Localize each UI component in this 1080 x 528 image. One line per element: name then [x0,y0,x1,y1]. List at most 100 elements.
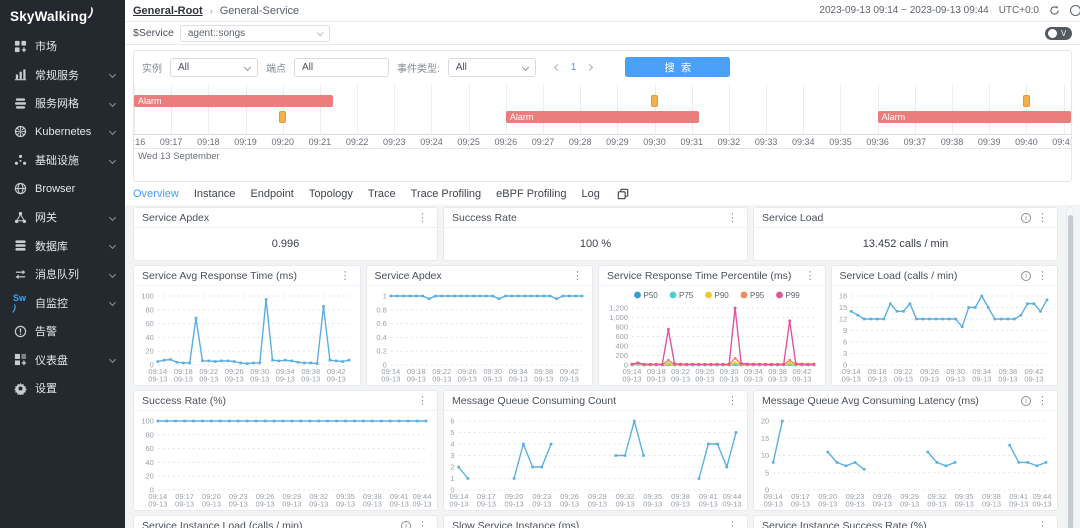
svg-text:600: 600 [615,332,628,341]
chart-canvas-service-apdex: 0 0.2 0.4 0.6 0.8 1 09:14 09-13 09:18 09-13 09:22 0… [369,287,591,384]
timeline-tick-label: 09:20 [271,137,294,147]
svg-text:40: 40 [145,458,153,467]
globe-icon [13,181,28,196]
tab-trace[interactable]: Trace [367,188,396,200]
service-select[interactable]: agent::songs [179,24,330,42]
time-range-picker[interactable]: 2023-09-13 09:14 ~ 2023-09-13 09:44 [819,5,989,16]
sidebar-item-self-observability[interactable]: Sw) 自监控 [0,289,125,318]
sidebar: SkyWalking) 市场 常规服务 服务网格 Kubernetes 基础设施 Brow… [0,0,125,528]
chart-card-service-response-time-percentile-ms: Service Response Time Percentile (ms) ⋮ 0 2… [598,265,826,386]
timeline-tick-label: 09:25 [457,137,480,147]
kebab-menu-icon[interactable]: ⋮ [727,520,738,528]
svg-text:09:38: 09:38 [363,492,382,501]
kebab-menu-icon[interactable]: ⋮ [804,270,816,282]
timeline-event-marker[interactable] [651,95,659,107]
tab-topology[interactable]: Topology [308,188,353,200]
kebab-menu-icon[interactable]: ⋮ [1037,270,1048,282]
svg-text:09:38: 09:38 [982,492,1001,501]
sidebar-item-label: 网关 [35,212,57,225]
tab-instance[interactable]: Instance [193,188,236,200]
sidebar-item-general-service[interactable]: 常规服务 [0,61,125,90]
svg-text:09-13: 09-13 [972,375,991,384]
next-page-button[interactable] [585,62,593,72]
svg-text:09:44: 09:44 [1033,492,1052,501]
refresh-icon[interactable] [1049,5,1060,16]
kebab-menu-icon[interactable]: ⋮ [1037,212,1048,224]
sidebar-item-infrastructure[interactable]: 基础设施 [0,146,125,175]
kebab-menu-icon[interactable]: ⋮ [417,212,428,224]
sidebar-item-service-mesh[interactable]: 服务网格 [0,89,125,118]
timeline-tick-label: 09:21 [308,137,332,147]
instance-filter-select[interactable]: All [170,57,258,77]
copy-icon[interactable] [617,188,629,200]
svg-text:09:42: 09:42 [559,367,578,376]
event-type-filter-select[interactable]: All [447,57,536,77]
card-header: Message Queue Consuming Count ⋮ [444,391,747,411]
svg-text:100: 100 [141,417,154,426]
tab-log[interactable]: Log [581,188,600,200]
svg-text:09:30: 09:30 [946,367,965,376]
page-number[interactable]: 1 [570,61,577,73]
kebab-menu-icon[interactable]: ⋮ [1037,395,1048,407]
kebab-menu-icon[interactable]: ⋮ [727,395,738,407]
timeline-alarm-bar[interactable]: Alarm [134,95,333,107]
kebab-menu-icon[interactable]: ⋮ [339,270,351,282]
svg-text:3: 3 [843,349,847,358]
endpoint-filter-input[interactable]: All [294,57,389,77]
timeline-alarm-bar[interactable]: Alarm [877,111,1071,123]
timeline-alarm-bar[interactable]: Alarm [505,111,700,123]
svg-text:09-13: 09-13 [622,375,641,384]
version-toggle[interactable]: V [1045,26,1072,40]
kebab-menu-icon[interactable]: ⋮ [417,520,428,528]
sidebar-item-database[interactable]: 数据库 [0,232,125,261]
tab-trace-profiling[interactable]: Trace Profiling [410,188,482,200]
svg-text:09-13: 09-13 [457,375,476,384]
svg-text:P95: P95 [750,291,765,300]
timezone-selector[interactable]: UTC+0:0 [998,5,1039,16]
timeline-tick-label: 09:18 [197,137,220,147]
sidebar-item-marketplace[interactable]: 市场 [0,32,125,61]
svg-text:15: 15 [838,303,846,312]
tab-ebpf-profiling[interactable]: eBPF Profiling [496,188,567,200]
kebab-menu-icon[interactable]: ⋮ [572,270,583,282]
gear-icon[interactable] [1070,5,1080,16]
svg-text:09-13: 09-13 [982,500,1001,509]
sidebar-item-dashboards[interactable]: 仪表盘 [0,346,125,375]
search-button[interactable]: 搜索 [625,57,731,77]
timeline-gridline [803,85,805,134]
scrollbar-thumb[interactable] [1067,215,1073,528]
svg-text:09-13: 09-13 [1024,375,1043,384]
sidebar-item-label: 告警 [35,326,57,339]
kebab-menu-icon[interactable]: ⋮ [727,212,738,224]
info-icon[interactable]: i [1021,396,1031,406]
card-title: Success Rate [452,212,517,224]
tab-endpoint[interactable]: Endpoint [250,188,294,200]
sidebar-item-alerting[interactable]: 告警 [0,317,125,346]
info-icon[interactable]: i [1021,213,1031,223]
card-header: Service Instance Load (calls / min) i ⋮ [134,516,437,528]
skywalking-sw-icon: Sw) [11,292,27,313]
timeline-event-marker[interactable] [279,111,287,123]
chart-card-service-avg-response-time-ms: Service Avg Response Time (ms) ⋮ 0 20 40 60 80… [133,265,361,386]
sidebar-item-browser[interactable]: Browser [0,175,125,204]
breadcrumb-root-link[interactable]: General-Root [133,4,203,17]
tab-overview[interactable]: Overview [133,188,179,200]
kebab-menu-icon[interactable]: ⋮ [1037,520,1048,528]
sidebar-item-settings[interactable]: 设置 [0,374,125,403]
svg-text:9: 9 [843,326,847,335]
chevron-down-icon [243,63,252,71]
sidebar-item-kubernetes[interactable]: Kubernetes [0,118,125,147]
timeline-gridline [134,85,135,134]
kebab-menu-icon[interactable]: ⋮ [417,395,428,407]
card-header: Service Instance Success Rate (%) ⋮ [754,516,1057,528]
timeline-tick-label: 09:16 [134,137,146,147]
sidebar-item-gateway[interactable]: 网关 [0,203,125,232]
timeline-event-marker[interactable] [1022,95,1030,107]
chart-card-success-rate: Success Rate (%) ⋮ 0 20 40 60 80 100 09:14 09-13 0… [133,390,438,511]
svg-text:1: 1 [450,474,454,483]
info-icon[interactable]: i [1021,271,1031,281]
prev-page-button[interactable] [554,62,562,72]
sidebar-item-message-queue[interactable]: 消息队列 [0,260,125,289]
service-label: $Service [133,27,174,39]
info-icon[interactable]: i [401,521,411,528]
